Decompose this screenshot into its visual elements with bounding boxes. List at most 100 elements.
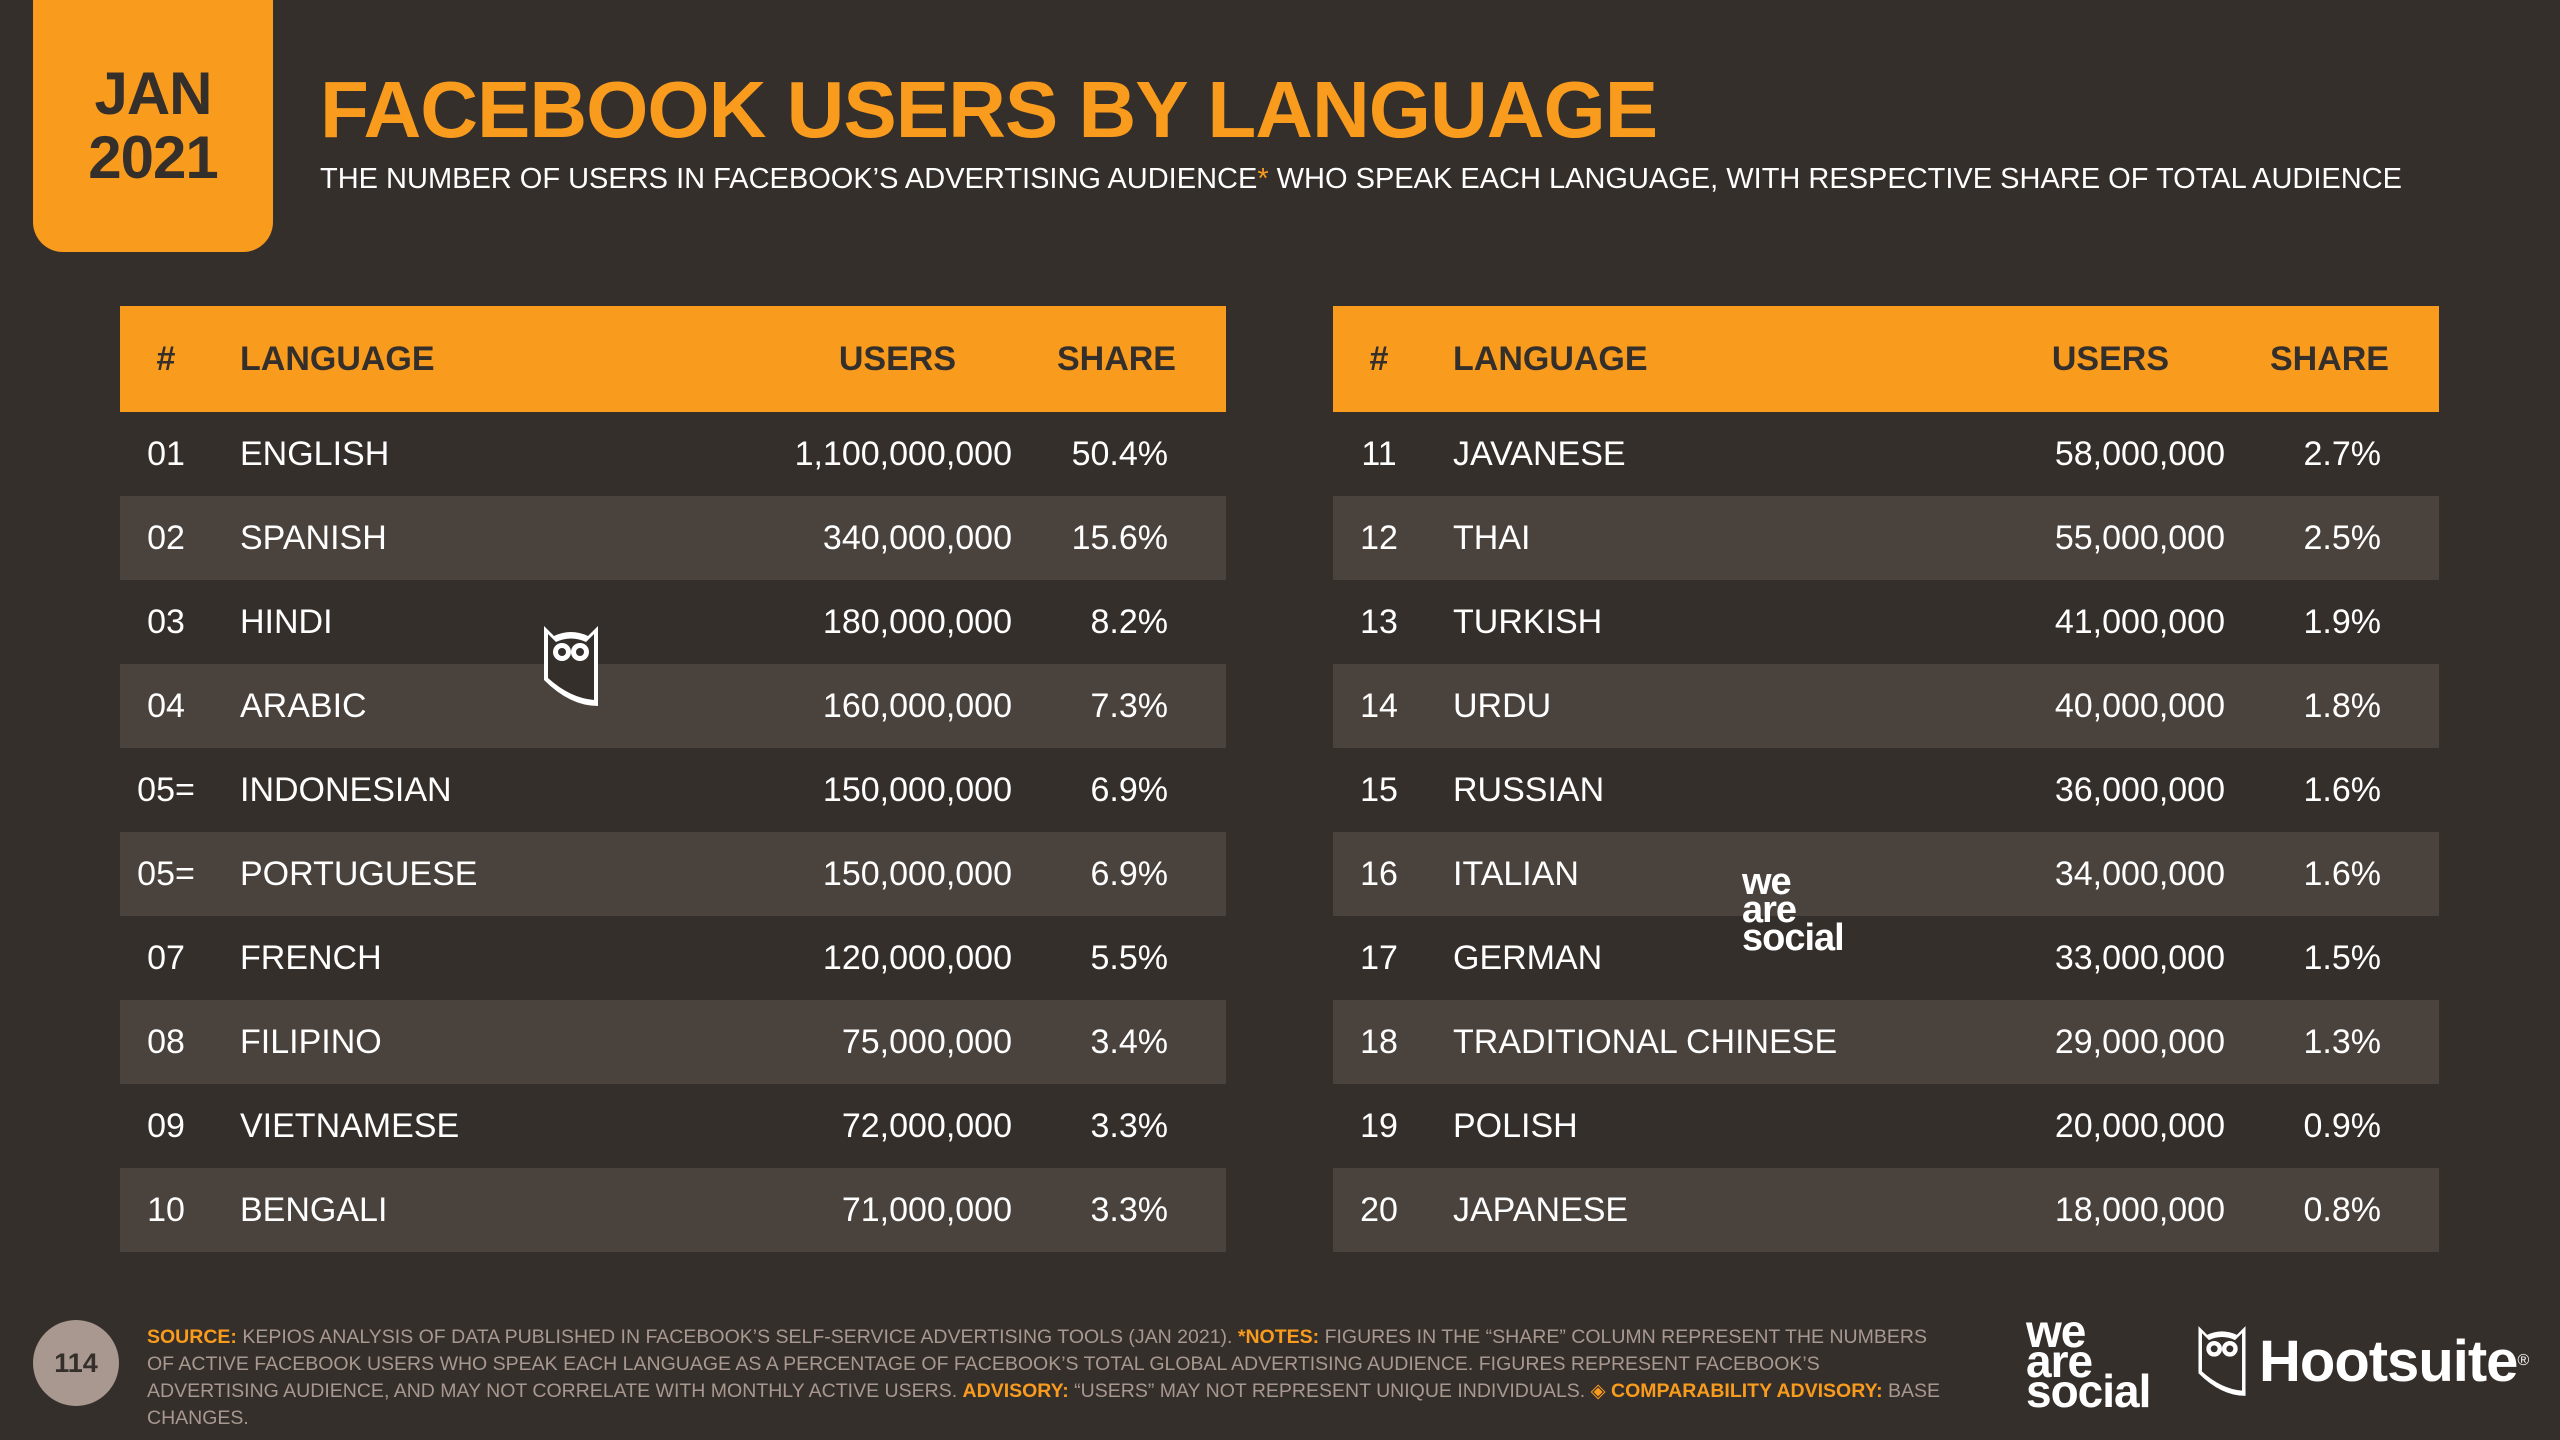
comparability-text: BASE CHANGES. <box>147 1380 1941 1429</box>
row-users: 150,000,000 <box>822 854 1012 893</box>
row-share: 3.3% <box>1090 1106 1169 1145</box>
row-share: 6.9% <box>1090 770 1169 809</box>
table-row: 04 ARABIC 160,000,000 7.3% <box>120 664 1226 748</box>
was-line-3: social <box>1742 917 1845 959</box>
row-share: 7.3% <box>1090 686 1169 725</box>
row-share: 8.2% <box>1090 602 1169 641</box>
row-language: ITALIAN <box>1453 854 1579 893</box>
notes-text: FIGURES IN THE “SHARE” COLUMN REPRESENT … <box>147 1326 1927 1402</box>
row-num: 18 <box>1360 1022 1398 1061</box>
advisory-text: “USERS” MAY NOT REPRESENT UNIQUE INDIVID… <box>1068 1380 1591 1402</box>
row-language: FRENCH <box>240 938 382 977</box>
header-users: USERS <box>838 339 956 378</box>
row-num: 05= <box>137 770 195 809</box>
row-share: 0.9% <box>2303 1106 2382 1145</box>
table-row: 17 GERMAN 33,000,000 1.5% <box>1333 916 2439 1000</box>
row-share: 5.5% <box>1090 938 1169 977</box>
table-row: 07 FRENCH 120,000,000 5.5% <box>120 916 1226 1000</box>
row-language: ARABIC <box>240 686 367 725</box>
hootsuite-owl-icon <box>2198 1326 2246 1396</box>
subtitle-main: THE NUMBER OF USERS IN FACEBOOK’S ADVERT… <box>320 163 1258 195</box>
header-language: LANGUAGE <box>240 339 435 378</box>
notes-label: *NOTES: <box>1237 1326 1320 1348</box>
row-share: 15.6% <box>1071 518 1168 557</box>
row-language: PORTUGUESE <box>240 854 478 893</box>
row-users: 41,000,000 <box>2054 602 2225 641</box>
we-are-social-watermark: we are social <box>1742 861 1845 959</box>
source-label: SOURCE: <box>147 1326 237 1348</box>
table-row: 13 TURKISH 41,000,000 1.9% <box>1333 580 2439 664</box>
row-num: 16 <box>1360 854 1398 893</box>
row-num: 17 <box>1360 938 1398 977</box>
header-share: SHARE <box>2269 339 2389 378</box>
row-language: GERMAN <box>1453 938 1603 977</box>
footnote: SOURCE: KEPIOS ANALYSIS OF DATA PUBLISHE… <box>147 1324 1947 1432</box>
row-num: 13 <box>1360 602 1398 641</box>
page-subtitle: THE NUMBER OF USERS IN FACEBOOK’S ADVERT… <box>320 163 2402 196</box>
row-num: 07 <box>147 938 185 977</box>
row-language: POLISH <box>1453 1106 1578 1145</box>
row-num: 04 <box>147 686 185 725</box>
table-row: 12 THAI 55,000,000 2.5% <box>1333 496 2439 580</box>
page-title: FACEBOOK USERS BY LANGUAGE <box>320 65 1658 154</box>
table-row: 16 ITALIAN 34,000,000 1.6% <box>1333 832 2439 916</box>
row-users: 40,000,000 <box>2054 686 2225 725</box>
header-share: SHARE <box>1056 339 1176 378</box>
row-users: 120,000,000 <box>822 938 1012 977</box>
row-num: 12 <box>1360 518 1398 557</box>
badge-month: JAN <box>94 60 212 127</box>
table-row: 19 POLISH 20,000,000 0.9% <box>1333 1084 2439 1168</box>
row-users: 180,000,000 <box>822 602 1012 641</box>
row-language: INDONESIAN <box>240 770 452 809</box>
row-share: 0.8% <box>2303 1190 2382 1229</box>
table-row: 09 VIETNAMESE 72,000,000 3.3% <box>120 1084 1226 1168</box>
row-share: 3.4% <box>1090 1022 1169 1061</box>
table-body: 01 ENGLISH 1,100,000,000 50.4% 02 SPANISH 340,… <box>120 412 1226 1252</box>
row-language: URDU <box>1453 686 1552 725</box>
row-share: 2.5% <box>2303 518 2382 557</box>
was-logo-line-3: social <box>2026 1365 2151 1417</box>
page-number: 114 <box>33 1320 119 1406</box>
row-language: JAVANESE <box>1453 434 1626 473</box>
row-users: 55,000,000 <box>2054 518 2225 557</box>
row-users: 58,000,000 <box>2054 434 2225 473</box>
table-row: 05= PORTUGUESE 150,000,000 6.9% <box>120 832 1226 916</box>
row-num: 14 <box>1360 686 1398 725</box>
table-body: 11 JAVANESE 58,000,000 2.7% 12 THAI 55,000,000… <box>1333 412 2439 1252</box>
language-table-left: # LANGUAGE USERS SHARE 01 ENGLISH 1,100,00… <box>120 306 1226 1252</box>
table-header: # LANGUAGE USERS SHARE <box>1333 306 2439 412</box>
source-text: KEPIOS ANALYSIS OF DATA PUBLISHED IN FAC… <box>236 1326 1238 1348</box>
subtitle-asterisk: * <box>1257 163 1269 195</box>
header-language: LANGUAGE <box>1453 339 1648 378</box>
row-share: 50.4% <box>1071 434 1168 473</box>
row-share: 2.7% <box>2303 434 2382 473</box>
row-users: 340,000,000 <box>822 518 1012 557</box>
header-num: # <box>156 339 176 378</box>
row-language: HINDI <box>240 602 333 641</box>
advisory-label: ADVISORY: <box>962 1380 1069 1402</box>
badge-year: 2021 <box>88 124 218 191</box>
row-language: BENGALI <box>240 1190 388 1229</box>
row-num: 02 <box>147 518 185 557</box>
row-language: THAI <box>1453 518 1531 557</box>
row-users: 29,000,000 <box>2054 1022 2225 1061</box>
header-users: USERS <box>2051 339 2169 378</box>
row-num: 03 <box>147 602 185 641</box>
row-share: 3.3% <box>1090 1190 1169 1229</box>
row-users: 160,000,000 <box>822 686 1012 725</box>
row-num: 19 <box>1360 1106 1398 1145</box>
comparability-label: ◈ COMPARABILITY ADVISORY: <box>1590 1380 1883 1402</box>
row-share: 1.6% <box>2303 854 2382 893</box>
row-users: 33,000,000 <box>2054 938 2225 977</box>
row-language: SPANISH <box>240 518 387 557</box>
row-users: 150,000,000 <box>822 770 1012 809</box>
table-row: 03 HINDI 180,000,000 8.2% <box>120 580 1226 664</box>
row-language: TURKISH <box>1453 602 1603 641</box>
row-num: 11 <box>1361 434 1397 473</box>
we-are-social-logo: we are social <box>2026 1308 2151 1417</box>
hootsuite-logo: Hootsuite ® <box>2195 1322 2529 1400</box>
hootsuite-wordmark: Hootsuite <box>2259 1328 2518 1394</box>
row-users: 18,000,000 <box>2054 1190 2225 1229</box>
row-users: 20,000,000 <box>2054 1106 2225 1145</box>
was-line-1: we <box>1742 861 1792 903</box>
